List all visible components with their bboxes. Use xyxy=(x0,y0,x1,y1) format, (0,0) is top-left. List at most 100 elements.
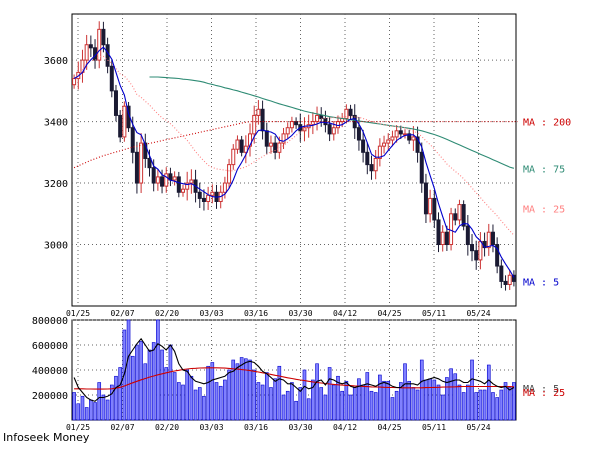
ma200-line xyxy=(73,121,284,169)
volume-y-tick-label: 400000 xyxy=(32,366,68,377)
candle-body xyxy=(256,108,261,116)
volume-bar xyxy=(474,392,479,421)
ma5-line xyxy=(73,46,515,278)
candle-body xyxy=(382,142,387,147)
candle-body xyxy=(134,151,139,184)
candle-body xyxy=(507,274,512,285)
volume-bar xyxy=(382,380,386,421)
candle-body xyxy=(470,244,475,252)
volume-bar xyxy=(143,363,148,421)
ma75-line xyxy=(149,76,515,169)
volume-bar xyxy=(264,372,269,421)
candle-body xyxy=(264,130,269,147)
volume-bar xyxy=(227,369,231,421)
volume-bar xyxy=(281,394,286,421)
candle-body xyxy=(281,133,286,144)
price-x-tick-label: 01/25 xyxy=(66,309,90,318)
volume-bar xyxy=(185,369,189,421)
candle-body xyxy=(319,114,324,120)
volume-bar xyxy=(390,397,395,421)
volume-bar xyxy=(378,374,382,421)
candle-body xyxy=(239,139,244,153)
volume-bar xyxy=(411,387,416,421)
volume-ma25-line xyxy=(74,367,514,390)
price-x-tick-label: 03/16 xyxy=(244,309,268,318)
volume-bar xyxy=(361,384,365,421)
volume-bar xyxy=(394,390,399,421)
volume-bar xyxy=(223,379,227,421)
volume-bar xyxy=(248,359,252,421)
candle-body xyxy=(189,179,194,184)
candle-body xyxy=(356,127,361,141)
candle-body xyxy=(315,114,320,123)
candle-body xyxy=(369,164,374,172)
candle-body xyxy=(465,225,470,246)
volume-bar xyxy=(449,368,453,421)
candle-body xyxy=(423,182,428,215)
volume-bar xyxy=(457,384,462,421)
price-panel: 3000 3200 3400 3600 01/25 02/07 02/20 03/03 03/1… xyxy=(44,13,571,318)
volume-bar xyxy=(80,395,85,421)
volume-ma-label: MA : 5 xyxy=(523,384,559,395)
candle-body xyxy=(206,194,211,202)
volume-bar xyxy=(181,384,185,421)
volume-bar xyxy=(114,375,118,421)
volume-bar xyxy=(386,380,391,421)
volume-bar xyxy=(331,384,336,421)
candle-body xyxy=(486,231,491,249)
volume-bar xyxy=(340,390,344,421)
volume-bar xyxy=(294,400,298,421)
volume-bar xyxy=(189,375,194,421)
footer-brand: Infoseek Money xyxy=(3,431,90,444)
volume-bar xyxy=(336,375,340,421)
price-y-tick-label: 3000 xyxy=(44,241,68,252)
volume-bar xyxy=(315,363,319,421)
candle-body xyxy=(398,130,403,135)
candle-body xyxy=(344,108,349,120)
volume-bar xyxy=(399,382,403,421)
volume-bar xyxy=(482,389,487,421)
candle-body xyxy=(122,105,127,138)
volume-bar xyxy=(373,392,378,421)
candle-body xyxy=(243,145,248,153)
candle-body xyxy=(432,197,437,221)
price-y-tick-label: 3200 xyxy=(44,179,68,190)
candle-body xyxy=(511,274,516,282)
candle-body xyxy=(444,231,449,246)
candle-body xyxy=(105,44,110,67)
volume-y-tick-label: 200000 xyxy=(32,391,68,402)
volume-bar xyxy=(290,382,294,421)
candle-body xyxy=(172,176,177,181)
volume-bar xyxy=(109,384,114,421)
price-y-tick-label: 3400 xyxy=(44,118,68,129)
volume-bar xyxy=(503,382,508,421)
candle-body xyxy=(440,231,445,246)
candle-body xyxy=(235,139,240,150)
volume-bar xyxy=(202,395,206,421)
candle-body xyxy=(160,176,165,187)
candle-body xyxy=(335,121,340,129)
volume-bar xyxy=(239,357,244,421)
volume-bar xyxy=(478,389,483,421)
volume-bar xyxy=(453,373,458,421)
candle-body xyxy=(72,78,77,86)
candle-body xyxy=(285,127,290,135)
candle-body xyxy=(201,197,206,202)
volume-bar xyxy=(436,384,441,421)
volume-bar xyxy=(428,378,432,421)
price-ma-label: MA : 25 xyxy=(523,204,565,215)
candle-body xyxy=(176,176,181,193)
volume-bar xyxy=(486,364,491,421)
volume-ma5-line xyxy=(73,337,515,402)
price-x-tick-label: 04/25 xyxy=(377,309,401,318)
candle-body xyxy=(495,244,500,267)
candle-body xyxy=(130,127,135,153)
candle-body xyxy=(268,142,273,147)
volume-bar xyxy=(512,382,516,421)
volume-bar xyxy=(269,387,273,421)
volume-bar xyxy=(84,407,89,421)
candle-body xyxy=(84,44,89,61)
candle-body xyxy=(449,213,454,246)
volume-bar xyxy=(72,392,76,421)
